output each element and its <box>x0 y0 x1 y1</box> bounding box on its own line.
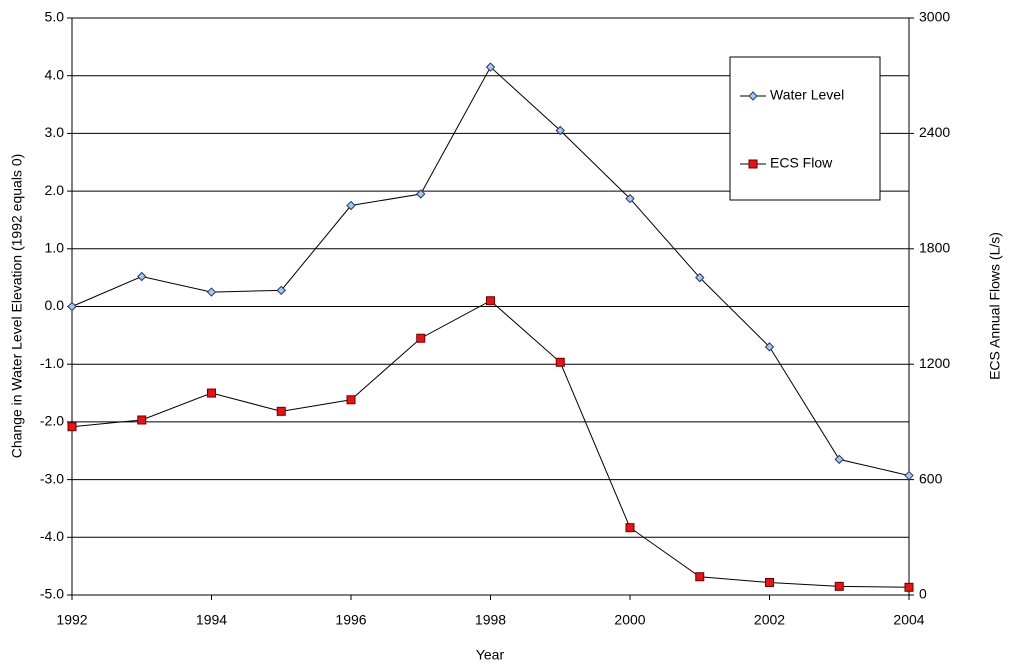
data-point <box>346 200 356 211</box>
data-point <box>137 271 147 282</box>
y2-tick-label: 600 <box>919 470 943 486</box>
data-point <box>276 285 286 296</box>
data-point <box>416 333 426 343</box>
x-tick-label: 2004 <box>893 612 924 628</box>
data-point <box>346 395 356 405</box>
y2-tick-label: 1200 <box>919 355 950 371</box>
data-point <box>67 422 77 432</box>
y-tick-label: 5.0 <box>45 9 65 25</box>
x-tick-label: 1994 <box>196 612 227 628</box>
data-point <box>67 301 77 312</box>
data-point <box>695 572 705 582</box>
y-tick-label: 3.0 <box>45 124 65 140</box>
y-tick-label: 2.0 <box>45 182 65 198</box>
x-tick-label: 1992 <box>56 612 87 628</box>
data-point <box>276 406 286 416</box>
data-point <box>416 189 426 199</box>
data-point <box>764 342 775 352</box>
data-point <box>137 415 147 425</box>
x-tick-label: 2000 <box>614 612 645 628</box>
y-tick-label: -4.0 <box>40 528 64 544</box>
x-tick-label: 1998 <box>475 612 506 628</box>
data-point <box>555 125 565 136</box>
legend-marker <box>748 159 758 169</box>
y2-tick-label: 1800 <box>919 240 950 256</box>
y-tick-label: -5.0 <box>40 586 64 602</box>
y2-tick-label: 0 <box>919 586 927 602</box>
data-point <box>485 62 496 72</box>
data-point <box>625 523 635 533</box>
y-tick-label: -2.0 <box>40 413 64 429</box>
data-point <box>904 582 914 592</box>
data-point <box>834 454 844 465</box>
legend-label: ECS Flow <box>770 155 833 171</box>
data-point <box>765 577 774 587</box>
legend-marker <box>748 91 758 101</box>
y2-tick-label: 2400 <box>919 124 950 140</box>
legend <box>729 56 881 201</box>
y-tick-label: 0.0 <box>45 297 65 313</box>
data-point <box>904 470 914 481</box>
y-axis-title: Change in Water Level Elevation (1992 eq… <box>9 154 25 459</box>
y-tick-label: -3.0 <box>40 470 64 486</box>
data-point <box>206 287 217 297</box>
data-point <box>695 272 705 283</box>
y-tick-label: -1.0 <box>40 355 64 371</box>
data-point <box>207 388 216 398</box>
y-tick-label: 1.0 <box>45 240 65 256</box>
y2-axis-title: ECS Annual Flows (L/s) <box>987 232 1003 380</box>
legend-label: Water Level <box>770 87 844 103</box>
data-point <box>555 357 565 367</box>
series-line <box>71 300 910 588</box>
y2-tick-label: 3000 <box>919 9 950 25</box>
x-tick-label: 1996 <box>335 612 366 628</box>
data-point <box>834 581 844 591</box>
x-axis-title: Year <box>476 647 505 663</box>
data-point <box>625 193 635 204</box>
y-tick-label: 4.0 <box>45 66 65 82</box>
x-tick-label: 2002 <box>754 612 785 628</box>
data-point <box>486 296 495 306</box>
